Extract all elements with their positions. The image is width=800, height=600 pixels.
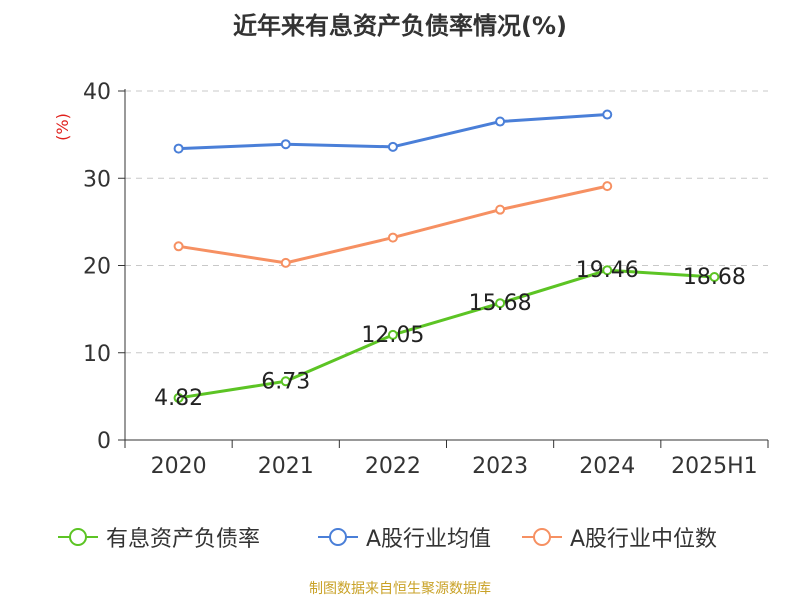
legend-line-marker-icon [318, 528, 358, 546]
data-point [280, 139, 291, 150]
data-point [280, 257, 291, 268]
data-label: 12.05 [361, 323, 424, 348]
x-tick-label: 2025H1 [671, 454, 758, 479]
legend-label: 有息资产负债率 [106, 527, 261, 552]
data-point [602, 265, 613, 276]
data-label: 15.68 [469, 291, 532, 316]
data-point [387, 141, 398, 152]
y-axis-label: (%) [53, 113, 72, 141]
x-tick-label: 2022 [365, 454, 421, 479]
legend-label: A股行业均值 [366, 527, 492, 552]
source-note: 制图数据来自恒生聚源数据库 [309, 581, 491, 597]
data-point [709, 272, 720, 283]
legend-item-interest-bearing-ratio[interactable]: 有息资产负债率 [58, 520, 260, 554]
data-point [387, 232, 398, 243]
series-line [178, 268, 715, 400]
legend-line-marker-icon [58, 528, 98, 546]
data-point [173, 241, 184, 252]
data-point [495, 116, 506, 127]
legend-item-industry-median[interactable]: A股行业中位数 [522, 520, 717, 554]
x-tick-label: 2023 [472, 454, 528, 479]
data-label: 18.68 [683, 265, 746, 290]
data-point [495, 298, 506, 309]
y-tick-label: 20 [83, 255, 111, 280]
x-tick-label: 2020 [151, 454, 207, 479]
chart-title: 近年来有息资产负债率情况(%) [233, 12, 567, 40]
y-tick-label: 30 [83, 167, 111, 192]
y-tick-label: 0 [97, 429, 111, 454]
data-point [602, 109, 613, 120]
data-label: 19.46 [576, 258, 639, 283]
data-point [602, 181, 613, 192]
x-tick-label: 2021 [258, 454, 314, 479]
legend-label: A股行业中位数 [570, 527, 718, 552]
data-label: 6.73 [261, 369, 310, 394]
series-line [178, 184, 608, 265]
y-tick-label: 40 [83, 80, 111, 105]
data-point [280, 376, 291, 387]
y-tick-label: 10 [83, 342, 111, 367]
legend-line-marker-icon [522, 528, 562, 546]
data-point [495, 204, 506, 215]
legend: 有息资产负债率 A股行业均值 A股行业中位数 [0, 520, 800, 554]
data-point [173, 143, 184, 154]
data-label: 4.82 [154, 386, 203, 411]
data-point [173, 392, 184, 403]
data-point [387, 329, 398, 340]
legend-item-industry-mean[interactable]: A股行业均值 [318, 520, 491, 554]
x-tick-label: 2024 [579, 454, 635, 479]
